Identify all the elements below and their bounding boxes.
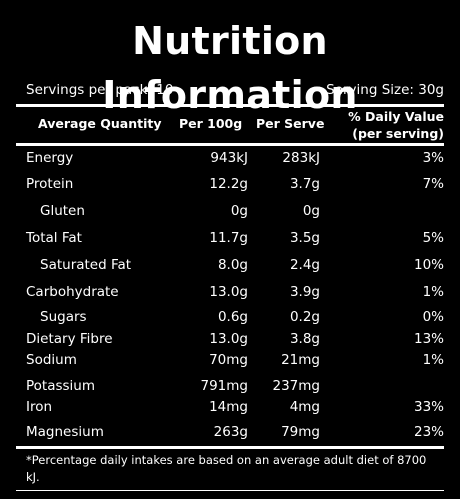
per-serve-value: 2.4g — [289, 257, 320, 273]
per-serve-value: 79mg — [281, 424, 320, 440]
nutrient-name: Sodium — [26, 352, 77, 368]
serving-size: Serving Size: 30g — [326, 82, 444, 98]
header-per-100g: Per 100g — [179, 116, 243, 131]
header-divider — [16, 143, 444, 146]
daily-value: 1% — [422, 352, 444, 368]
nutrient-name: Dietary Fibre — [26, 331, 113, 347]
top-divider — [16, 104, 444, 107]
nutrient-name: Protein — [26, 176, 74, 192]
daily-value: 10% — [413, 257, 444, 273]
table-row: Potassium 791mg 237mg — [16, 375, 444, 397]
per-serve-value: 3.8g — [289, 331, 320, 347]
per-serve-value: 21mg — [281, 352, 320, 368]
bottom-divider — [16, 446, 444, 449]
table-row: Saturated Fat 8.0g 2.4g 10% — [16, 254, 444, 276]
per-100g-value: 0g — [230, 203, 248, 219]
nutrient-name: Energy — [26, 150, 74, 166]
page-title: Nutrition Information — [102, 19, 358, 117]
per-serve-value: 4mg — [289, 399, 320, 415]
daily-value: 33% — [413, 399, 444, 415]
daily-value: 23% — [413, 424, 444, 440]
nutrition-panel: Nutrition Information Servings per pack:… — [16, 0, 444, 499]
per-100g-value: 14mg — [209, 399, 248, 415]
per-serve-value: 237mg — [272, 378, 321, 394]
table-row: Magnesium 263g 79mg 23% — [16, 421, 444, 443]
table-row: Sodium 70mg 21mg 1% — [16, 349, 444, 371]
header-daily-value-line1: % Daily Value — [348, 109, 444, 124]
per-100g-value: 11.7g — [209, 230, 248, 246]
nutrient-name: Magnesium — [26, 424, 104, 440]
per-100g-value: 263g — [213, 424, 248, 440]
daily-value: 13% — [413, 331, 444, 347]
nutrient-name: Saturated Fat — [40, 257, 132, 273]
table-row: Protein 12.2g 3.7g 7% — [16, 173, 444, 195]
header-average-quantity: Average Quantity — [38, 116, 162, 131]
per-100g-value: 8.0g — [217, 257, 248, 273]
header-daily-value: % Daily Value (per serving) — [348, 108, 444, 142]
daily-value: 3% — [422, 150, 444, 166]
daily-value: 1% — [422, 284, 444, 300]
per-100g-value: 0.6g — [217, 309, 248, 325]
servings-line: Servings per pack: 10 Serving Size: 30g — [26, 80, 444, 100]
per-serve-value: 0g — [302, 203, 320, 219]
table-row: Gluten 0g 0g — [16, 200, 444, 222]
per-100g-value: 13.0g — [209, 284, 248, 300]
per-serve-value: 283kJ — [282, 150, 320, 166]
per-100g-value: 791mg — [200, 378, 249, 394]
nutrient-name: Total Fat — [26, 230, 82, 246]
nutrient-name: Gluten — [40, 203, 85, 219]
per-serve-value: 3.7g — [289, 176, 320, 192]
per-serve-value: 3.9g — [289, 284, 320, 300]
per-serve-value: 3.5g — [289, 230, 320, 246]
per-serve-value: 0.2g — [289, 309, 320, 325]
nutrient-name: Sugars — [40, 309, 87, 325]
table-row: Total Fat 11.7g 3.5g 5% — [16, 227, 444, 249]
table-row: Carbohydrate 13.0g 3.9g 1% — [16, 281, 444, 303]
table-row: Sugars 0.6g 0.2g 0% — [16, 306, 444, 328]
nutrient-name: Carbohydrate — [26, 284, 119, 300]
daily-value: 7% — [422, 176, 444, 192]
table-row: Iron 14mg 4mg 33% — [16, 396, 444, 418]
footer-divider — [16, 490, 444, 491]
daily-value: 0% — [422, 309, 444, 325]
header-daily-value-line2: (per serving) — [352, 126, 444, 141]
footnote: *Percentage daily intakes are based on a… — [26, 453, 427, 484]
nutrient-name: Iron — [26, 399, 53, 415]
per-100g-value: 12.2g — [209, 176, 248, 192]
table-header: Average Quantity Per 100g Per Serve % Da… — [16, 108, 444, 144]
table-row: Dietary Fibre 13.0g 3.8g 13% — [16, 328, 444, 350]
table-row: Energy 943kJ 283kJ 3% — [16, 147, 444, 169]
per-100g-value: 70mg — [209, 352, 248, 368]
daily-value: 5% — [422, 230, 444, 246]
per-100g-value: 13.0g — [209, 331, 248, 347]
nutrient-name: Potassium — [26, 378, 96, 394]
servings-per-pack: Servings per pack: 10 — [26, 82, 174, 98]
header-per-serve: Per Serve — [256, 116, 325, 131]
per-100g-value: 943kJ — [210, 150, 248, 166]
